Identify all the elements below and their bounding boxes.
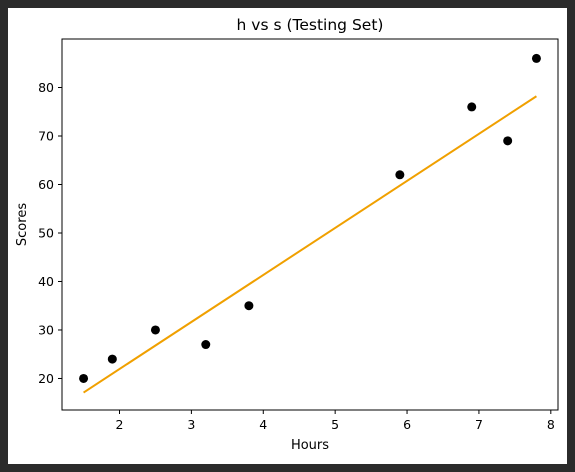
x-tick-label: 5 [331, 417, 339, 432]
x-tick-label: 7 [475, 417, 483, 432]
data-point [201, 340, 211, 350]
x-tick-label: 6 [403, 417, 411, 432]
data-point [150, 325, 160, 335]
y-tick-label: 60 [38, 177, 54, 192]
data-point [503, 136, 513, 146]
x-tick-label: 3 [187, 417, 195, 432]
data-point [107, 354, 117, 364]
x-axis-ticks: 2 3 4 5 6 7 8 [116, 410, 555, 432]
y-axis-label: Scores [15, 203, 30, 246]
y-tick-label: 80 [38, 80, 54, 95]
data-point [79, 373, 89, 383]
regression-line [83, 95, 537, 394]
y-tick-label: 40 [38, 274, 54, 289]
y-tick-label: 50 [38, 225, 54, 240]
y-tick-label: 20 [38, 371, 54, 386]
data-point [467, 102, 477, 112]
x-axis-label: Hours [291, 438, 329, 453]
x-tick-label: 4 [259, 417, 267, 432]
y-tick-label: 70 [38, 128, 54, 143]
data-point [531, 53, 541, 63]
plot-frame [61, 38, 559, 411]
y-axis-ticks: 20 30 40 50 60 70 80 [38, 80, 62, 386]
y-tick-label: 30 [38, 322, 54, 337]
figure: h vs s (Testing Set) 2 3 4 5 6 7 8 20 30 40 50 60 7… [8, 8, 567, 464]
data-point [244, 301, 254, 311]
x-tick-label: 8 [547, 417, 555, 432]
chart-title: h vs s (Testing Set) [237, 16, 384, 34]
data-point [395, 170, 405, 180]
x-tick-label: 2 [116, 417, 124, 432]
scatter-chart: h vs s (Testing Set) 2 3 4 5 6 7 8 20 30 40 50 60 7… [15, 16, 559, 453]
plot-area [61, 38, 559, 411]
